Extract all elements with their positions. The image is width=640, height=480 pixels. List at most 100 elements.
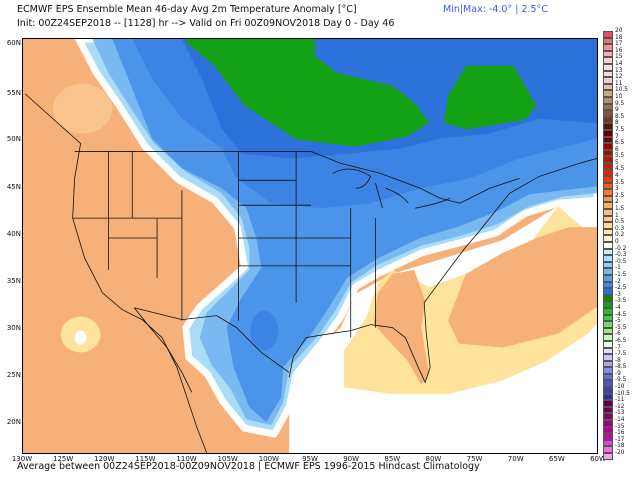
colorbar-label: -4.5	[615, 311, 627, 318]
colorbar-entry: 3.5	[603, 179, 639, 190]
colorbar-entry: -7.5	[603, 351, 639, 361]
colorbar-entry: 3	[603, 186, 639, 196]
colorbar-entry: 8	[603, 120, 639, 130]
lon-label: 100W	[258, 455, 279, 463]
colorbar-swatch	[603, 413, 613, 421]
colorbar-entry: 15	[603, 54, 639, 64]
colorbar-entry: -10.5	[603, 391, 639, 401]
colorbar-swatch	[603, 453, 613, 460]
colorbar-swatch	[603, 347, 613, 355]
colorbar-swatch	[603, 123, 613, 130]
temperature-anomaly-map	[22, 35, 601, 454]
colorbar-swatch	[603, 307, 613, 315]
boundaries	[24, 93, 598, 454]
colorbar-label: 0.2	[615, 232, 625, 239]
colorbar-swatch	[603, 50, 613, 58]
colorbar-entry: -15	[603, 423, 639, 434]
colorbar-label: 17	[615, 41, 623, 48]
colorbar-entry: -6	[603, 331, 639, 341]
colorbar-entry: -5	[603, 318, 639, 328]
warm-region-georgia-florida	[373, 269, 430, 385]
colorbar-entry: 8.5	[603, 114, 639, 124]
us-canada-border	[74, 151, 520, 204]
colorbar-entry: 17	[603, 41, 639, 51]
colorbar-swatch	[603, 261, 613, 269]
great-lakes	[332, 168, 451, 209]
colorbar-label: 4	[615, 173, 619, 180]
colorbar-swatch	[603, 37, 613, 45]
colorbar-entry: 0.2	[603, 232, 639, 242]
anomaly-field	[23, 35, 601, 454]
colorbar-label: 10	[615, 93, 623, 100]
colorbar-label: 3	[615, 186, 619, 193]
lon-label: 75W	[466, 455, 483, 463]
colorbar-entry: -3.5	[603, 298, 639, 308]
colorbar-swatch	[603, 321, 613, 328]
colorbar-entry: -10	[603, 384, 639, 394]
colorbar-label: -4	[615, 304, 621, 311]
colorbar-swatch	[603, 129, 613, 137]
colorbar-entry: -1	[603, 265, 639, 275]
colorbar-entry: -7	[603, 344, 639, 355]
lon-label: 105W	[217, 455, 238, 463]
colorbar-label: -1	[615, 265, 621, 272]
colorbar-label: 13	[615, 67, 623, 74]
colorbar-label: -7	[615, 344, 621, 351]
colorbar-swatch	[603, 373, 613, 381]
colorbar-swatch	[603, 380, 613, 388]
colorbar-swatch	[603, 57, 613, 64]
colorbar-entry: 7.5	[603, 127, 639, 137]
colorbar-entry: 14	[603, 61, 639, 71]
colorbar-label: -10	[615, 384, 625, 391]
colorbar-entry: -0.2	[603, 245, 639, 256]
colorbar-label: 20	[615, 28, 623, 34]
colorbar-label: 9.5	[615, 100, 625, 107]
colorbar-swatch	[603, 136, 613, 144]
colorbar-swatch	[603, 334, 613, 341]
lon-label: 80W	[425, 455, 442, 463]
colorbar-legend: 20 18 17 16 15 14 13 12 11 10.5 10 9.5 9 8.5 8 7.5 7 6.5 6…	[603, 28, 639, 460]
colorbar-label: -0.2	[615, 245, 627, 252]
lon-label: 115W	[135, 455, 156, 463]
colorbar-label: -3.5	[615, 298, 627, 305]
colorbar-label: 1.5	[615, 206, 625, 213]
colorbar-entry: 1	[603, 213, 639, 223]
colorbar-swatch	[603, 149, 613, 157]
west-coastline	[24, 93, 208, 454]
lat-label: 55N	[6, 89, 21, 97]
colorbar-swatch	[603, 176, 613, 183]
colorbar-swatch	[603, 63, 613, 71]
lat-label: 25N	[6, 371, 21, 379]
colorbar-entry: -12	[603, 404, 639, 414]
colorbar-swatch	[603, 387, 613, 394]
colorbar-swatch	[603, 393, 613, 401]
colorbar-swatch	[603, 222, 613, 229]
colorbar-entry: 10.5	[603, 87, 639, 97]
colorbar-swatch	[603, 215, 613, 223]
colorbar-swatch	[603, 202, 613, 210]
colorbar-label: -0.3	[615, 252, 627, 259]
colorbar-label: -14	[615, 417, 625, 424]
colorbar-label: -9	[615, 370, 621, 377]
colorbar-entry: 6.5	[603, 140, 639, 150]
colorbar-label: -18	[615, 443, 625, 450]
colorbar-entry: -13	[603, 410, 639, 421]
colorbar-swatch	[603, 420, 613, 427]
colorbar-swatch	[603, 446, 613, 453]
colorbar-entry: -9.5	[603, 377, 639, 388]
colorbar-swatch	[603, 255, 613, 262]
colorbar-entry: 9	[603, 107, 639, 117]
lat-label: 45N	[6, 183, 21, 191]
colorbar-entry: 2	[603, 199, 639, 210]
colorbar-label: 12	[615, 74, 623, 81]
colorbar-swatch	[603, 44, 613, 51]
colorbar-label: -3	[615, 291, 621, 298]
colorbar-label: 6.5	[615, 140, 625, 147]
colorbar-label: 3.5	[615, 179, 625, 186]
colorbar-label: -15	[615, 423, 625, 430]
colorbar-swatch	[603, 301, 613, 308]
colorbar-entry: 4	[603, 173, 639, 183]
colorbar-label: -8	[615, 357, 621, 364]
colorbar-entry: 11	[603, 81, 639, 91]
colorbar-label: 15	[615, 54, 623, 61]
